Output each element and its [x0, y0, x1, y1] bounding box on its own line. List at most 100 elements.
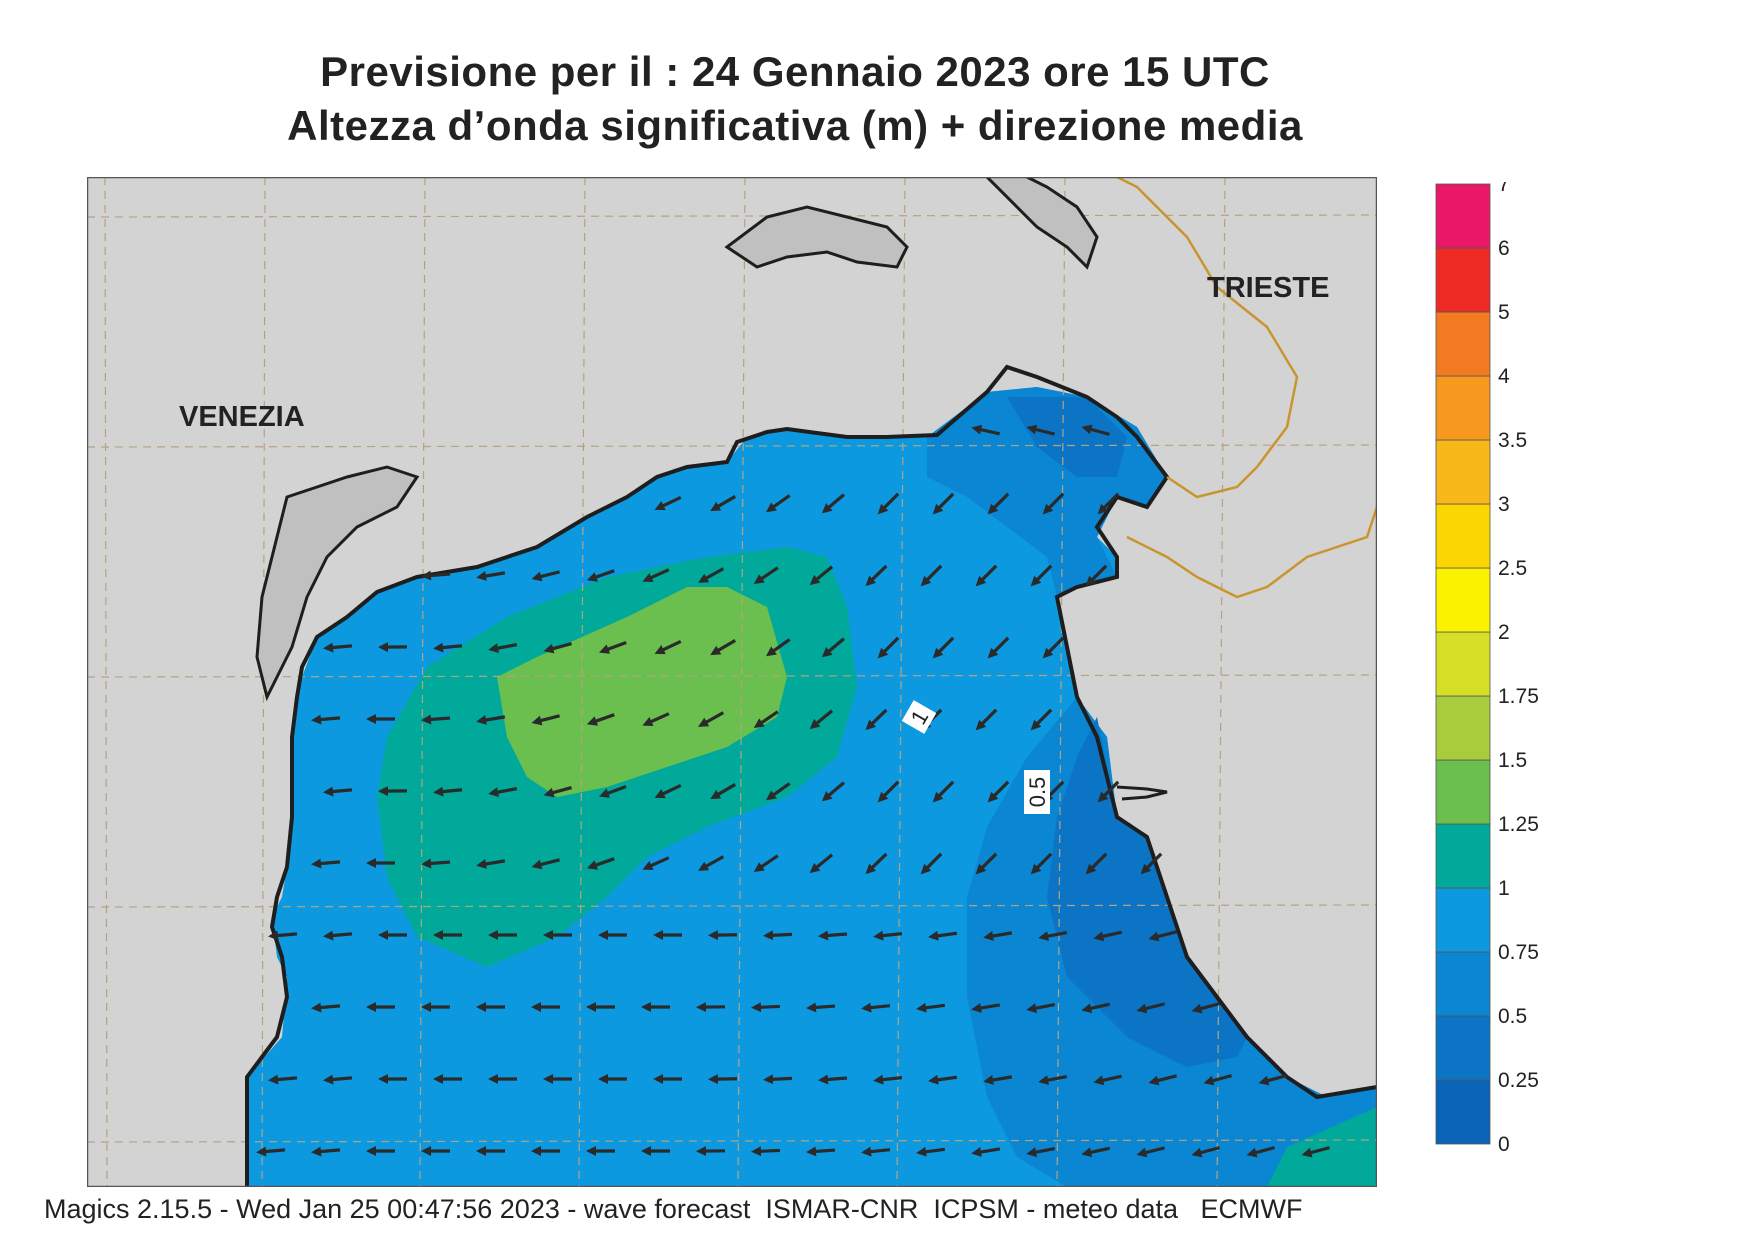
wave-arrow: [476, 715, 506, 725]
wave-arrow: [323, 786, 353, 797]
wave-arrow: [698, 567, 725, 583]
wave-arrow: [642, 712, 670, 727]
wave-arrow: [806, 1002, 836, 1013]
wave-arrow: [865, 564, 888, 587]
colorbar-tick-label: 2: [1498, 621, 1510, 644]
colorbar-tick-label: 3.5: [1498, 429, 1527, 452]
wave-arrow: [311, 858, 341, 869]
colorbar-tick-label: 0.5: [1498, 1005, 1527, 1028]
wave-arrow: [1246, 1146, 1275, 1158]
colorbar-tick-label: 2.5: [1498, 557, 1527, 580]
wave-arrow: [1081, 1146, 1111, 1158]
map-frame: [87, 177, 1377, 1187]
colorbar-swatch: [1435, 311, 1491, 377]
colorbar-labels: 0 0.25 0.5 0.75 1 1.25 1.5 1.75 2 2.5 3 3.5 4 5 6 7: [1498, 182, 1539, 1156]
wave-arrow: [983, 931, 1013, 941]
wave-arrow: [751, 1002, 781, 1013]
wave-height-map: 1 0.5 VENEZIA TRIESTE: [87, 177, 1377, 1187]
wave-arrow: [1030, 564, 1053, 587]
colorbar-swatch: [1435, 887, 1491, 953]
wave-arrow: [708, 1074, 738, 1085]
wave-arrow: [1026, 1003, 1056, 1014]
wave-arrow: [975, 852, 998, 875]
colorbar-swatch: [1435, 631, 1491, 697]
wave-arrow: [877, 780, 900, 803]
colorbar-swatch: [1435, 759, 1491, 825]
wave-arrow: [806, 1146, 836, 1157]
wave-arrow: [865, 852, 888, 875]
wave-arrow: [1030, 708, 1053, 731]
wave-arrow: [821, 781, 845, 802]
wave-arrow: [971, 1147, 1001, 1157]
colorbar-swatch: [1435, 1079, 1491, 1145]
wave-arrow: [987, 780, 1010, 803]
wave-arrow: [763, 930, 793, 941]
wave-arrow: [753, 710, 779, 728]
wave-arrow: [1085, 852, 1108, 875]
wave-arrow: [861, 1002, 891, 1013]
state-border-south: [1126, 506, 1377, 599]
colorbar-swatch: [1435, 695, 1491, 761]
wave-arrow: [599, 640, 627, 654]
wave-arrow: [987, 492, 1010, 515]
wave-arrow: [1085, 564, 1108, 587]
wave-arrow: [1097, 492, 1120, 515]
wave-arrow: [928, 1074, 958, 1085]
wave-arrow: [531, 570, 560, 582]
colorbar-tick-label: 1.25: [1498, 813, 1539, 836]
wave-arrow: [1191, 1002, 1220, 1014]
wave-arrow: [698, 855, 725, 871]
wave-arrow: [311, 1146, 341, 1157]
wave-arrow: [932, 636, 955, 659]
wave-arrow: [488, 643, 518, 654]
wave-arrow: [543, 641, 572, 654]
wave-arrow: [1136, 1146, 1166, 1158]
wave-arrow: [1136, 1002, 1166, 1014]
wave-arrow: [821, 637, 845, 658]
wave-arrow: [1301, 1146, 1330, 1158]
wave-arrow: [531, 714, 560, 726]
colorbar-tick-label: 1: [1498, 877, 1510, 900]
wave-arrow: [916, 1146, 946, 1157]
wave-arrow: [763, 1074, 793, 1085]
istria-inlet: [1116, 785, 1168, 801]
colorbar-tick-label: 7: [1498, 182, 1510, 196]
wave-direction-arrows: [256, 424, 1330, 1158]
state-border: [1116, 177, 1299, 499]
wave-arrow: [818, 930, 848, 941]
wave-arrow: [710, 783, 737, 800]
colorbar-tick-label: 6: [1498, 237, 1510, 260]
contour-label-1: 1: [901, 700, 937, 734]
wave-arrow: [1081, 1002, 1111, 1014]
wave-arrow: [1042, 492, 1065, 515]
wave-arrow: [708, 930, 738, 941]
wave-arrow: [753, 566, 779, 584]
wave-arrow: [809, 565, 834, 586]
colorbar-swatch: [1435, 951, 1491, 1017]
wave-arrow: [809, 853, 834, 874]
colorbar-tick-label: 1.5: [1498, 749, 1527, 772]
city-label-venezia: VENEZIA: [179, 401, 305, 433]
wave-arrow: [932, 492, 955, 515]
wave-arrow: [1140, 852, 1163, 875]
wave-arrow: [586, 857, 615, 870]
wave-arrow: [531, 858, 560, 870]
colorbar-swatch: [1435, 823, 1491, 889]
wave-arrow: [873, 1074, 903, 1085]
wave-arrow: [1097, 780, 1120, 803]
venice-lagoon: [255, 465, 420, 702]
svg-text:0.5: 0.5: [1025, 777, 1050, 808]
wave-arrow: [698, 711, 725, 727]
wave-arrow: [1093, 930, 1123, 942]
wave-arrow: [1258, 1074, 1287, 1086]
wave-arrow: [710, 495, 737, 512]
wave-arrow: [987, 636, 1010, 659]
footer-credits: Magics 2.15.5 - Wed Jan 25 00:47:56 2023…: [44, 1194, 1303, 1224]
wave-zone-0.25-north: [1007, 397, 1127, 477]
wave-arrow: [751, 1146, 781, 1157]
wave-arrow: [654, 783, 682, 799]
wave-arrow: [268, 1074, 298, 1085]
colorbar-swatch: [1435, 247, 1491, 313]
wave-arrow: [543, 785, 572, 798]
colorbar-swatch: [1435, 375, 1491, 441]
